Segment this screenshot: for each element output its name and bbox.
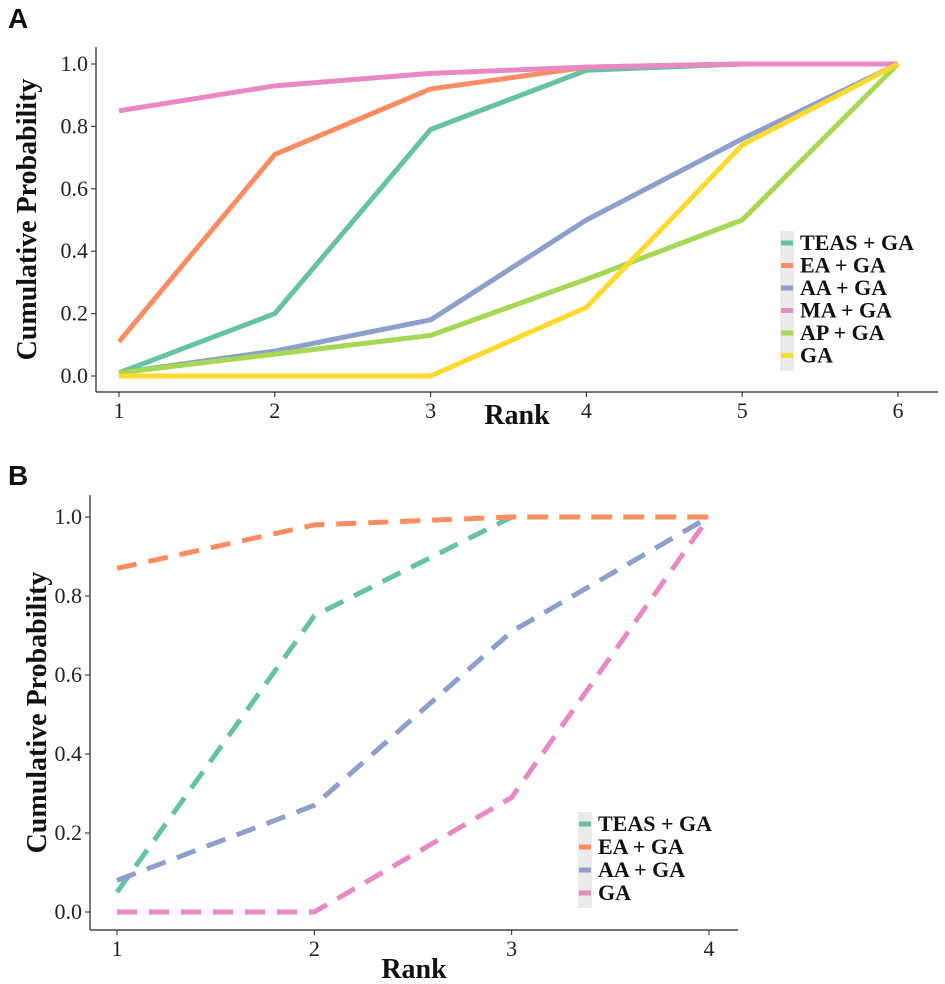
y-tick-label: 0.2 (61, 301, 89, 326)
y-tick-label: 0.0 (61, 363, 89, 388)
series-line-aa-ga (116, 514, 711, 883)
y-tick-label: 1.0 (55, 504, 83, 529)
y-tick-label: 1.0 (61, 51, 89, 76)
y-tick-label: 0.8 (61, 113, 89, 138)
y-axis-title: Cumulative Probability (12, 79, 43, 361)
legend-key-background (578, 812, 592, 908)
x-tick-label: 3 (425, 398, 436, 423)
series-line-ga (117, 515, 712, 915)
y-tick-label: 0.6 (61, 176, 89, 201)
panel-label: B (8, 460, 28, 491)
x-tick-label: 5 (737, 398, 748, 423)
y-axis-title: Cumulative Probability (22, 572, 53, 854)
legend-key-background (780, 231, 794, 371)
legend-label: GA (800, 343, 833, 368)
legend-label: AA + GA (598, 857, 685, 882)
legend-label: TEAS + GA (800, 230, 914, 255)
x-tick-label: 3 (506, 936, 517, 961)
y-tick-label: 0.4 (61, 238, 89, 263)
series-line-ea-ga (116, 514, 709, 571)
legend-label: AP + GA (800, 320, 885, 345)
series-line-aa-ga (118, 61, 900, 376)
x-tick-label: 4 (581, 398, 592, 423)
panel-label: A (8, 3, 28, 34)
x-tick-label: 2 (269, 398, 280, 423)
x-tick-label: 1 (112, 936, 123, 961)
legend-label: EA + GA (598, 834, 684, 859)
x-axis-title: Rank (381, 954, 447, 984)
y-tick-label: 0.8 (55, 583, 83, 608)
x-tick-label: 1 (114, 398, 125, 423)
legend-label: GA (598, 880, 631, 905)
x-axis-title: Rank (484, 400, 550, 431)
y-tick-label: 0.2 (55, 820, 83, 845)
legend-label: MA + GA (800, 298, 892, 323)
y-tick-label: 0.4 (55, 741, 83, 766)
x-tick-label: 2 (309, 936, 320, 961)
series-line-ap-ga (118, 62, 900, 376)
series-line-ma-ga (118, 61, 898, 114)
y-tick-label: 0.0 (55, 899, 83, 924)
x-tick-label: 4 (704, 936, 715, 961)
legend-label: EA + GA (800, 253, 886, 278)
y-tick-label: 0.6 (55, 662, 83, 687)
x-tick-label: 6 (893, 398, 904, 423)
chart-panel-b: B 0.0 0.2 0.4 0.6 0.8 1.0 1 2 3 4 Rank Cumulative Pr… (8, 460, 738, 984)
legend-label: AA + GA (800, 275, 887, 300)
legend-label: TEAS + GA (598, 811, 712, 836)
chart-panel-a: A 0.0 0.2 0.4 0.6 0.8 1.0 1 2 3 4 5 6 Rank Cumulative … (8, 3, 938, 431)
series-line-ga (119, 61, 900, 379)
